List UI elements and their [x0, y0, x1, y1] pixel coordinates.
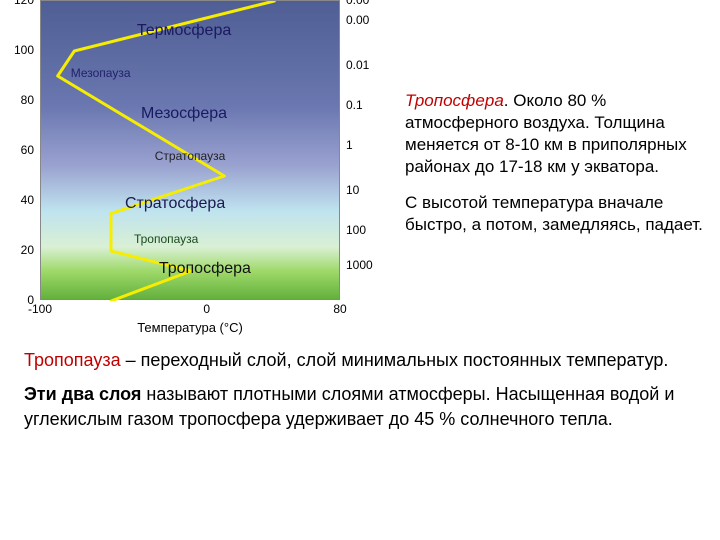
y-tick-right: 0.01	[346, 58, 369, 72]
term-tropopause: Тропопауза	[24, 350, 121, 370]
layer-label: Тропосфера	[159, 260, 251, 278]
y-tick-right: 1	[346, 138, 353, 152]
y-tick-right: 100	[346, 223, 366, 237]
y-tick-right: 10	[346, 183, 359, 197]
y-axis-left: 020406080100120	[0, 0, 38, 300]
layer-label: Термосфера	[137, 22, 231, 40]
y-tick-left: 80	[21, 93, 34, 107]
y-tick-left: 60	[21, 143, 34, 157]
x-tick: 0	[203, 302, 210, 316]
layer-label: Стратопауза	[155, 149, 226, 163]
bottom-para-1: Тропопауза – переходный слой, слой миним…	[24, 348, 700, 372]
term-troposphere: Тропосфера	[405, 91, 504, 110]
y-axis-right: 0.00 0.00 0.01 0.1 1 10 100 1000	[342, 0, 392, 300]
y-tick-left: 40	[21, 193, 34, 207]
layer-label: Тропопауза	[134, 232, 198, 246]
y-tick-right: 0.00	[346, 0, 369, 7]
right-description: Тропосфера. Около 80 % атмосферного возд…	[395, 0, 715, 340]
y-tick-left: 100	[14, 43, 34, 57]
layer-label: Стратосфера	[125, 195, 225, 213]
layer-label: Мезопауза	[71, 66, 131, 80]
x-axis: -100080	[40, 302, 340, 320]
x-tick: 80	[333, 302, 346, 316]
bottom-para-2: Эти два слоя называют плотными слоями ат…	[24, 382, 700, 431]
bottom-para-1-text: – переходный слой, слой минимальных пост…	[121, 350, 669, 370]
x-axis-label: Температура (°С)	[40, 320, 340, 335]
y-tick-right: 0.00	[346, 13, 369, 27]
atmosphere-chart: 0 20 40 60 80 100 120 Термосфера Мезопауза Мезос…	[0, 0, 395, 340]
right-para-1: Тропосфера. Около 80 % атмосферного возд…	[405, 90, 710, 178]
bottom-description: Тропопауза – переходный слой, слой миним…	[0, 340, 720, 431]
right-para-2: С высотой температура вначале быстро, а …	[405, 192, 710, 236]
y-tick-left: 120	[14, 0, 34, 7]
bold-two-layers: Эти два слоя	[24, 384, 141, 404]
chart-box: Термосфера Мезопауза Мезосфера Стратопауза С…	[40, 0, 340, 300]
layer-label: Мезосфера	[141, 105, 227, 123]
x-tick: -100	[28, 302, 52, 316]
y-tick-right: 1000	[346, 258, 373, 272]
y-tick-right: 0.1	[346, 98, 363, 112]
layer-labels: Термосфера Мезопауза Мезосфера Стратопауза С…	[41, 1, 339, 299]
y-tick-left: 20	[21, 243, 34, 257]
